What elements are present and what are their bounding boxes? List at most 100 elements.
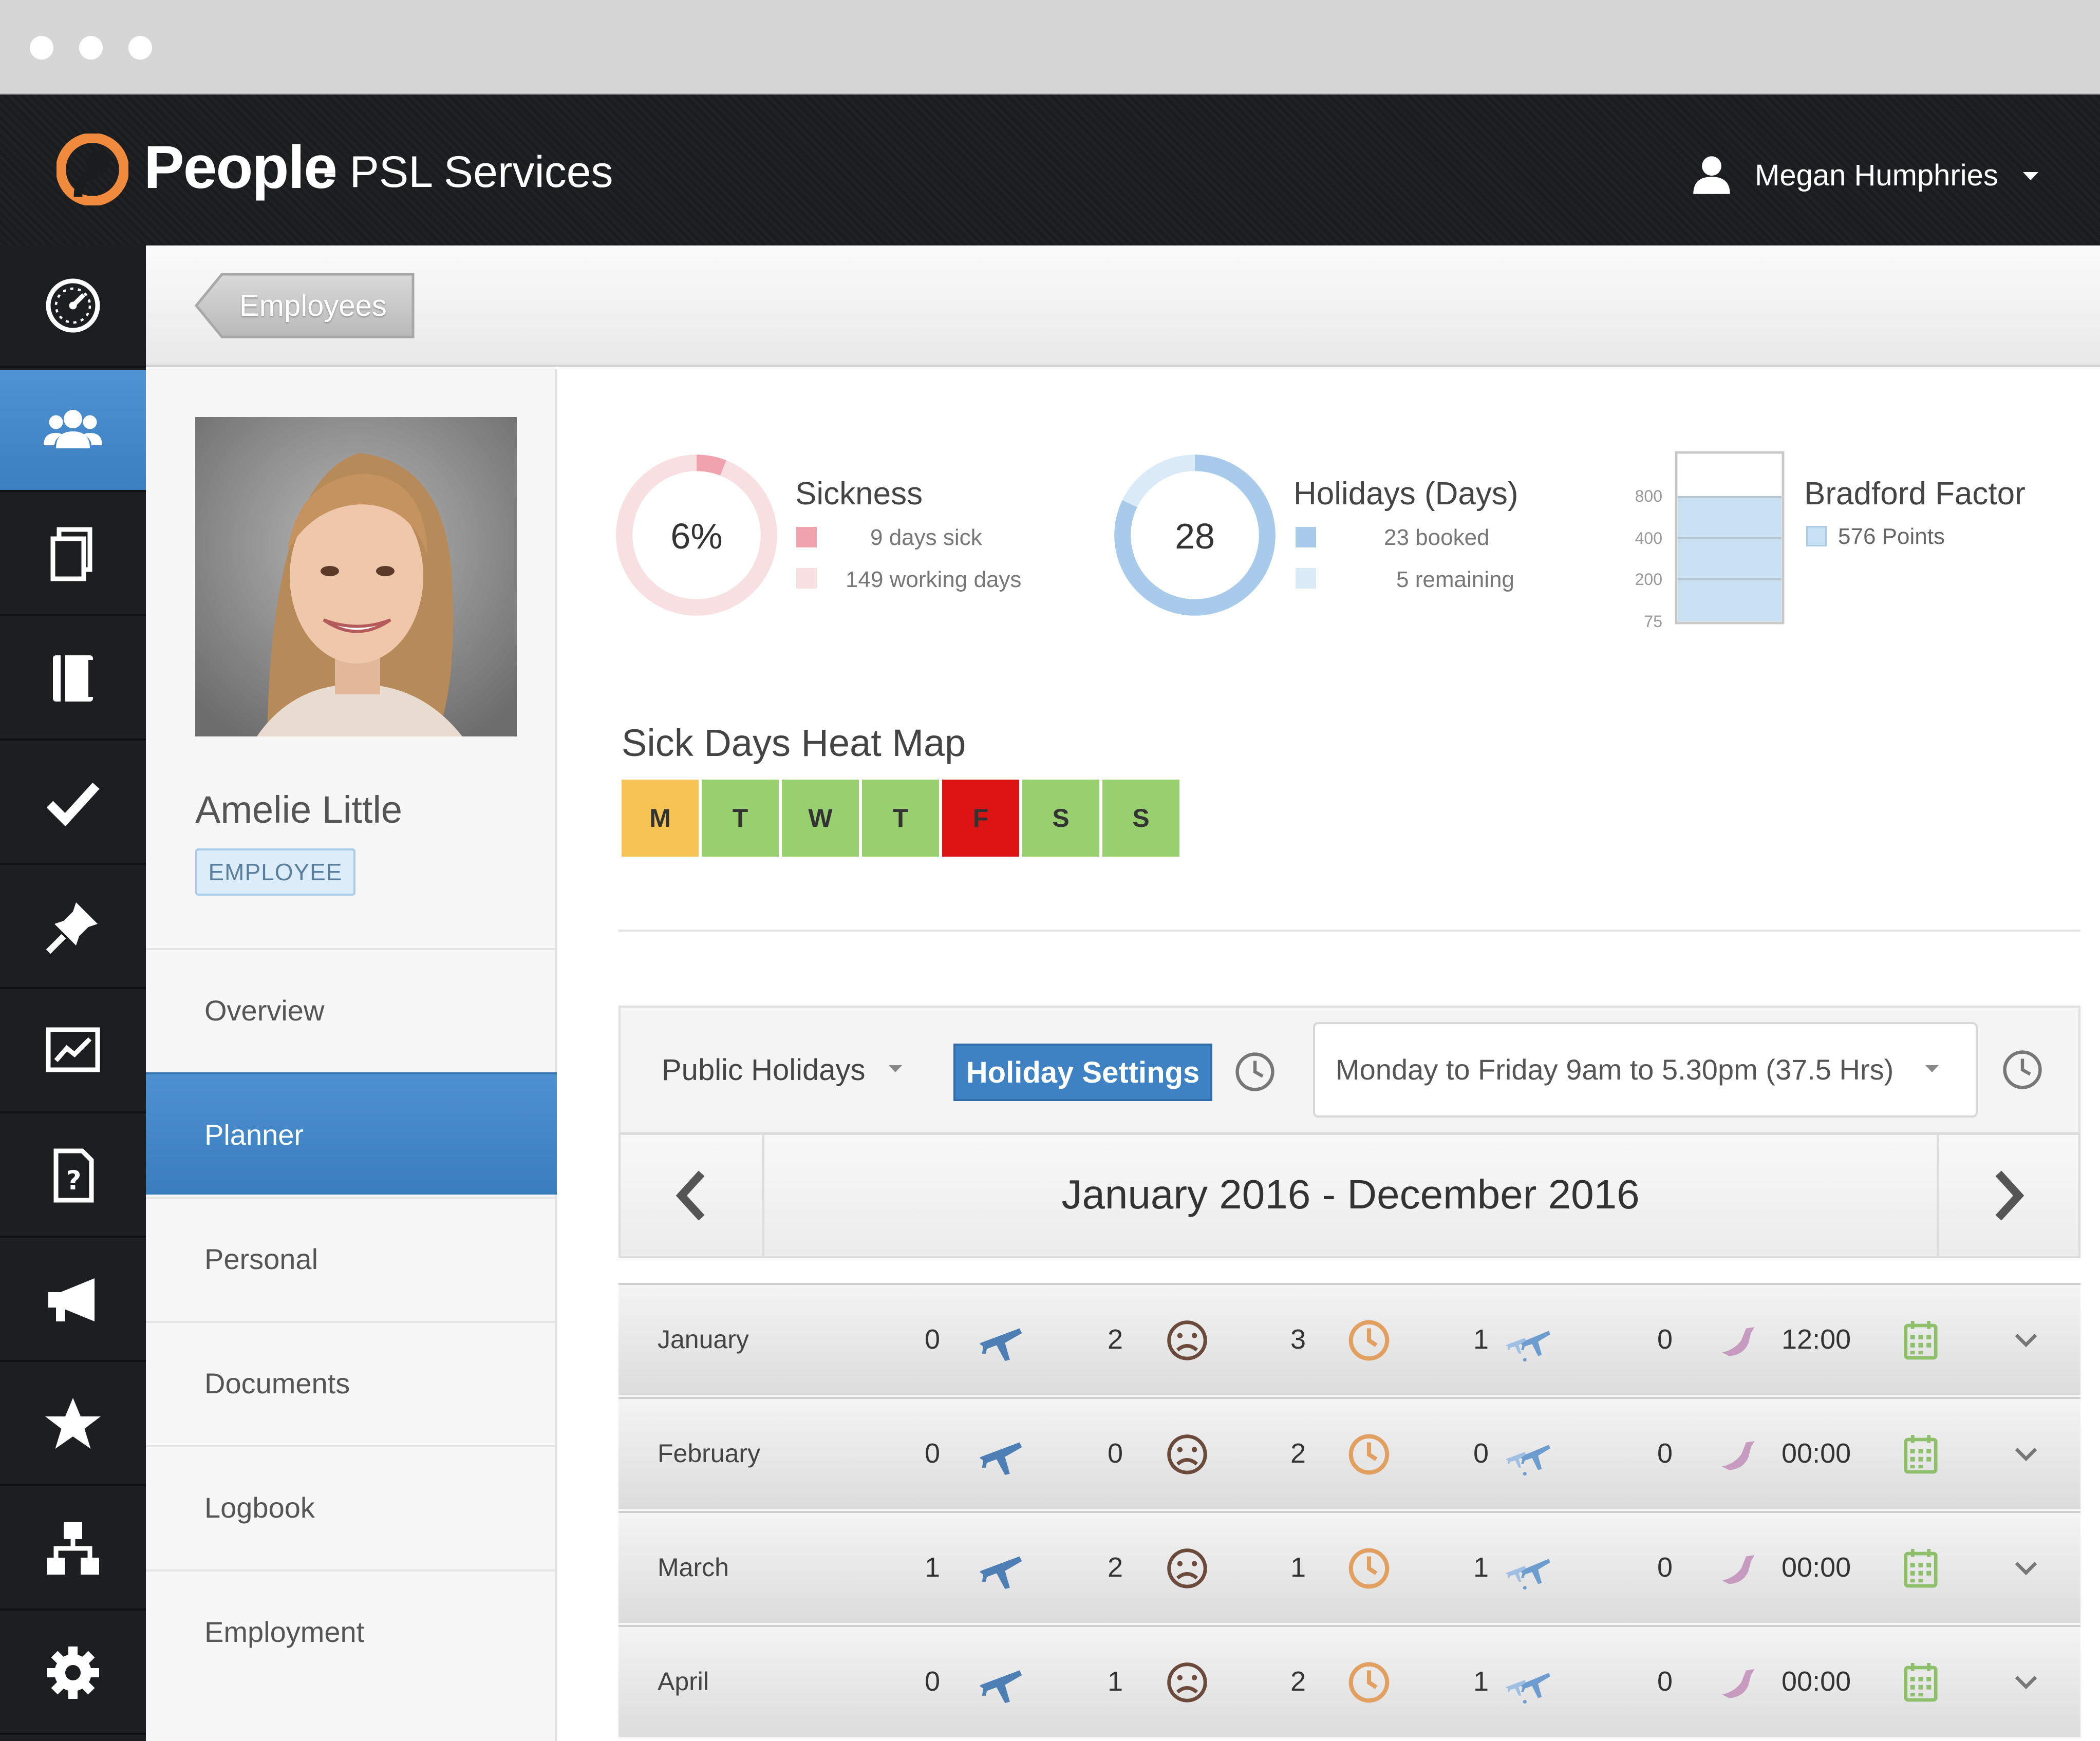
remaining-swatch	[1296, 568, 1316, 589]
date-range-label: January 2016 - December 2016	[1061, 1171, 1640, 1217]
month-sick-count: 2	[1108, 1324, 1123, 1355]
planes-icon	[1505, 1445, 1550, 1476]
public-holidays-caret-icon[interactable]	[889, 1065, 902, 1072]
window-zoom-dot[interactable]	[128, 36, 152, 60]
company-name: - PSL Services	[323, 147, 613, 197]
clock-icon	[1348, 1320, 1390, 1361]
rail-help[interactable]: ?	[0, 1115, 146, 1238]
calendar-icon[interactable]	[1898, 1544, 1944, 1591]
month-sick-count: 0	[1108, 1438, 1123, 1469]
heatmap-title: Sick Days Heat Map	[622, 722, 966, 764]
app-header	[0, 94, 2100, 245]
chevron-down-icon[interactable]	[2007, 1320, 2046, 1359]
month-time-value: 00:00	[1782, 1552, 1851, 1583]
previous-range-button[interactable]	[621, 1135, 764, 1256]
svg-text:?: ?	[66, 1166, 82, 1196]
chevron-down-icon[interactable]	[2007, 1548, 2046, 1587]
month-time-value: 00:00	[1782, 1438, 1851, 1469]
bradford-tick: 200	[1635, 570, 1662, 589]
clock-icon	[1348, 1662, 1390, 1703]
month-late-count: 2	[1290, 1666, 1306, 1697]
month-name: January	[658, 1325, 749, 1354]
clock-icon[interactable]	[2000, 1048, 2045, 1092]
sickness-donut	[616, 455, 777, 616]
month-name: February	[658, 1439, 761, 1468]
window-minimize-dot[interactable]	[79, 36, 103, 60]
working-hours-select[interactable]	[1313, 1022, 1978, 1118]
month-time-value: 00:00	[1782, 1666, 1851, 1697]
heatmap-day: W	[782, 780, 859, 857]
rail-favourites[interactable]	[0, 1364, 146, 1486]
rail-settings[interactable]	[0, 1613, 146, 1735]
month-other-count: 1	[1473, 1324, 1489, 1355]
people-icon	[44, 410, 102, 448]
star-icon	[45, 1398, 101, 1449]
bradford-tick: 800	[1635, 487, 1662, 505]
rail-documents[interactable]	[0, 494, 146, 616]
heatmap-day: S	[1022, 780, 1099, 857]
heatmap-day: M	[622, 780, 699, 857]
back-to-employees-button[interactable]	[194, 272, 415, 339]
calendar-icon[interactable]	[1898, 1316, 1944, 1362]
month-name: March	[658, 1553, 729, 1582]
rail-tasks[interactable]	[0, 743, 146, 865]
month-holiday-count: 0	[925, 1438, 941, 1469]
rail-people[interactable]	[0, 370, 146, 492]
calendar-icon[interactable]	[1898, 1430, 1944, 1477]
booked-text: 23 booked	[1384, 525, 1490, 550]
nav-employment[interactable]: Employment	[146, 1569, 557, 1692]
rail-reports[interactable]	[0, 991, 146, 1113]
user-menu[interactable]: Megan Humphries	[1755, 159, 1998, 192]
rail-book[interactable]	[0, 618, 146, 741]
plane-icon	[980, 1556, 1022, 1589]
month-name: April	[658, 1667, 709, 1696]
nav-personal[interactable]: Personal	[146, 1197, 557, 1319]
megaphone-icon	[48, 1278, 95, 1321]
calendar-icon[interactable]	[1898, 1658, 1944, 1705]
rail-pin[interactable]	[0, 867, 146, 989]
month-lieu-count: 0	[1657, 1324, 1673, 1355]
sad-face-icon	[1167, 1320, 1207, 1360]
bird-icon	[1722, 1327, 1755, 1356]
working-hours-value[interactable]: Monday to Friday 9am to 5.30pm (37.5 Hrs…	[1336, 1053, 1894, 1086]
bird-icon	[1722, 1669, 1755, 1698]
rail-announcements[interactable]	[0, 1240, 146, 1362]
chevron-down-icon[interactable]	[2007, 1662, 2046, 1701]
nav-documents[interactable]: Documents	[146, 1321, 557, 1443]
people-logo-icon[interactable]	[57, 134, 128, 205]
user-menu-caret-icon[interactable]	[2023, 172, 2038, 180]
holidays-title: Holidays (Days)	[1293, 476, 1518, 512]
month-holiday-count: 0	[925, 1324, 941, 1355]
dashboard-icon	[46, 278, 100, 333]
holiday-settings-button[interactable]: Holiday Settings	[953, 1044, 1212, 1101]
rail-dashboard[interactable]	[0, 245, 146, 368]
clock-icon[interactable]	[1233, 1050, 1277, 1094]
gear-icon	[47, 1647, 99, 1699]
nav-overview[interactable]: Overview	[146, 948, 557, 1070]
breadcrumb-employees[interactable]: Employees	[239, 289, 387, 323]
next-range-button[interactable]	[1937, 1135, 2078, 1256]
role-badge: EMPLOYEE	[195, 848, 355, 896]
planes-icon	[1505, 1559, 1550, 1590]
plane-icon	[980, 1670, 1022, 1703]
month-holiday-count: 0	[925, 1666, 941, 1697]
nav-planner[interactable]: Planner	[146, 1072, 557, 1195]
holidays-total: 28	[1175, 516, 1215, 556]
bradford-tick: 75	[1644, 612, 1662, 631]
nav-logbook[interactable]: Logbook	[146, 1445, 557, 1567]
icon-rail: ?	[0, 245, 146, 1741]
working-hours-caret-icon[interactable]	[1925, 1065, 1939, 1072]
remaining-text: 5 remaining	[1396, 567, 1514, 592]
month-late-count: 2	[1290, 1438, 1306, 1469]
window-close-dot[interactable]	[30, 36, 53, 60]
plane-icon	[980, 1442, 1022, 1475]
holidays-donut	[1114, 455, 1276, 616]
app-name[interactable]: People	[144, 134, 338, 201]
chevron-down-icon[interactable]	[2007, 1434, 2046, 1473]
user-icon[interactable]	[1690, 153, 1733, 196]
month-lieu-count: 0	[1657, 1666, 1673, 1697]
date-range-bar	[618, 1133, 2080, 1258]
rail-org-chart[interactable]	[0, 1488, 146, 1611]
public-holidays-dropdown[interactable]: Public Holidays	[662, 1053, 866, 1087]
help-document-icon: ?	[53, 1148, 94, 1203]
